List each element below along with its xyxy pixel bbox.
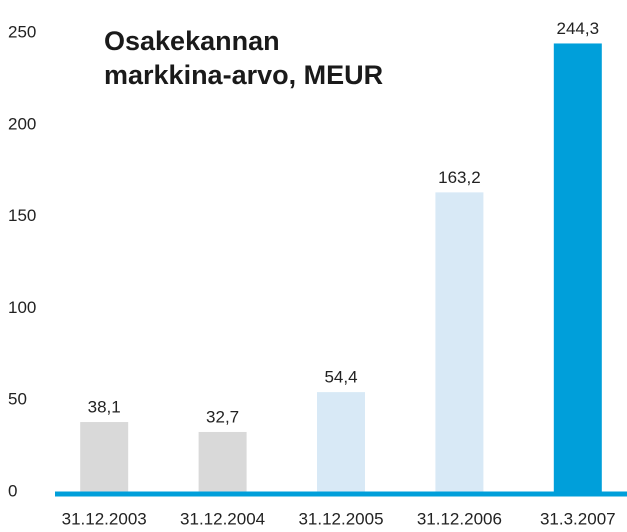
y-tick-label: 250 bbox=[8, 22, 36, 41]
y-tick-label: 100 bbox=[8, 298, 36, 317]
bar bbox=[80, 422, 129, 492]
value-label: 32,7 bbox=[206, 407, 239, 426]
bar bbox=[317, 392, 365, 492]
x-tick-label: 31.12.2004 bbox=[180, 509, 265, 528]
chart-title: Osakekannan markkina-arvo, MEUR bbox=[104, 26, 384, 90]
value-label: 38,1 bbox=[88, 398, 121, 417]
y-tick-label: 150 bbox=[8, 206, 36, 225]
y-tick-label: 0 bbox=[8, 481, 17, 500]
bar bbox=[435, 192, 484, 492]
x-tick-label: 31.12.2005 bbox=[298, 509, 383, 528]
x-tick-label: 31.3.2007 bbox=[540, 509, 616, 528]
bar bbox=[553, 43, 602, 492]
value-label: 244,3 bbox=[557, 19, 600, 38]
bar bbox=[198, 431, 247, 492]
value-label: 54,4 bbox=[324, 368, 357, 387]
value-label: 163,2 bbox=[438, 168, 481, 187]
y-tick-label: 50 bbox=[8, 390, 27, 409]
y-tick-label: 200 bbox=[8, 114, 36, 133]
x-tick-label: 31.12.2003 bbox=[62, 509, 147, 528]
x-tick-label: 31.12.2006 bbox=[417, 509, 502, 528]
